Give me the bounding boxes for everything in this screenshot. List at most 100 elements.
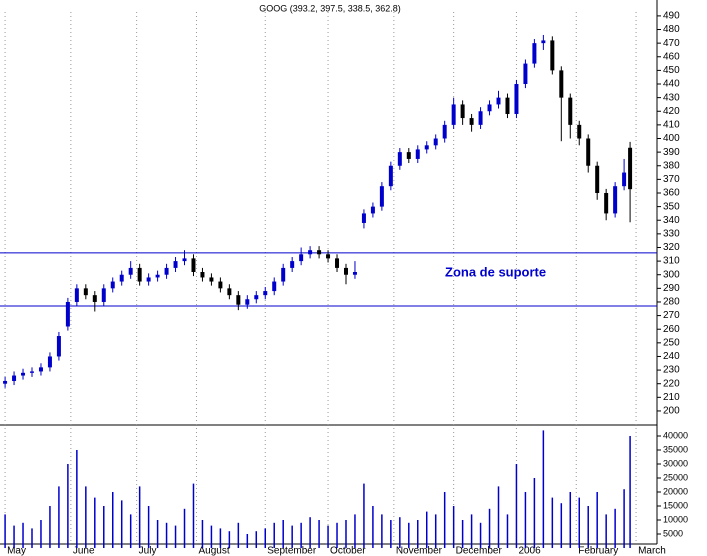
candle-body [370,206,375,214]
candle-body [361,213,366,223]
y-tick-label: 15000 [663,500,688,510]
candle-body [128,267,133,275]
candle-body [236,295,241,305]
x-tick-label: February [578,546,618,556]
candle-body [191,258,196,273]
y-tick-label: 440 [663,79,680,90]
y-tick-label: 220 [663,378,680,389]
y-tick-label: 5000 [663,528,683,538]
y-tick-label: 280 [663,297,680,308]
x-tick-label: June [73,546,95,556]
candle-body [559,70,564,98]
y-tick-label: 35000 [663,444,688,454]
candle-body [532,43,537,64]
candle-body [379,186,384,207]
candle-body [628,147,633,190]
candle-body [343,267,348,275]
candle-body [200,272,205,278]
y-tick-label: 360 [663,188,680,199]
y-tick-label: 200 [663,406,680,417]
candle-body [317,250,322,255]
candle-body [586,138,591,166]
y-tick-label: 400 [663,133,680,144]
candle-body [326,254,331,259]
x-tick-label: March [638,546,666,556]
candle-body [12,375,17,381]
y-tick-label: 40000 [663,430,688,440]
candle-body [523,63,528,85]
candle-body [290,261,295,268]
y-tick-label: 430 [663,92,680,103]
candle-body [604,192,609,214]
candle-body [352,272,357,275]
y-tick-label: 350 [663,201,680,212]
candle-body [433,138,438,146]
candle-body [119,274,124,282]
candle-body [227,288,232,296]
candle-body [83,288,88,296]
candle-body [209,277,214,282]
candle-body [406,152,411,159]
candle-body [388,165,393,187]
y-tick-label: 230 [663,365,680,376]
candle-body [478,111,483,125]
candle-body [281,267,286,282]
x-tick-label: November [396,546,443,556]
y-tick-label: 450 [663,65,680,76]
candle-body [299,254,304,262]
candle-body [3,380,8,384]
y-tick-label: 340 [663,215,680,226]
candle-body [254,295,259,300]
y-tick-label: 420 [663,106,680,117]
annotation: Zona de suporte [445,264,546,279]
candle-body [514,84,519,114]
candle-body [47,356,52,368]
candle-body [92,295,97,302]
candle-body [21,372,26,376]
candle-body [622,172,627,187]
candle-body [146,277,151,282]
candle-body [496,97,501,105]
candle-body [550,40,555,71]
x-tick-label: May [7,546,26,556]
candle-body [487,104,492,112]
y-tick-label: 20000 [663,486,688,496]
x-tick-label: August [198,546,229,556]
candle-body [29,371,34,373]
candle-body [110,281,115,289]
y-tick-label: 310 [663,256,680,267]
y-tick-label: 260 [663,324,680,335]
candle-body [469,118,474,125]
candle-body [263,291,268,296]
candle-body [595,165,600,193]
y-tick-label: 490 [663,11,680,22]
y-tick-label: 25000 [663,472,688,482]
y-tick-label: 10000 [663,514,688,524]
y-tick-label: 480 [663,24,680,35]
candle-body [424,145,429,150]
candle-body [505,97,510,114]
y-tick-label: 240 [663,351,680,362]
candle-body [460,104,465,119]
chart-title: GOOG (393.2, 397.5, 338.5, 362.8) [259,3,401,13]
candle-body [272,281,277,292]
candle-body [218,281,223,289]
candle-body [38,367,43,372]
candle-body [182,258,187,262]
y-tick-label: 250 [663,337,680,348]
y-tick-label: 30000 [663,458,688,468]
y-tick-label: 470 [663,38,680,49]
candle-body [577,124,582,139]
candle-body [451,104,456,125]
x-tick-label: 2006 [518,546,541,556]
x-tick-label: September [267,546,317,556]
candle-body [65,301,70,327]
y-tick-label: 300 [663,269,680,280]
candle-body [137,267,142,282]
candle-body [245,299,250,305]
candle-body [335,258,340,268]
candle-body [101,288,106,302]
y-tick-label: 380 [663,160,680,171]
x-tick-label: July [139,546,157,556]
y-tick-label: 330 [663,228,680,239]
